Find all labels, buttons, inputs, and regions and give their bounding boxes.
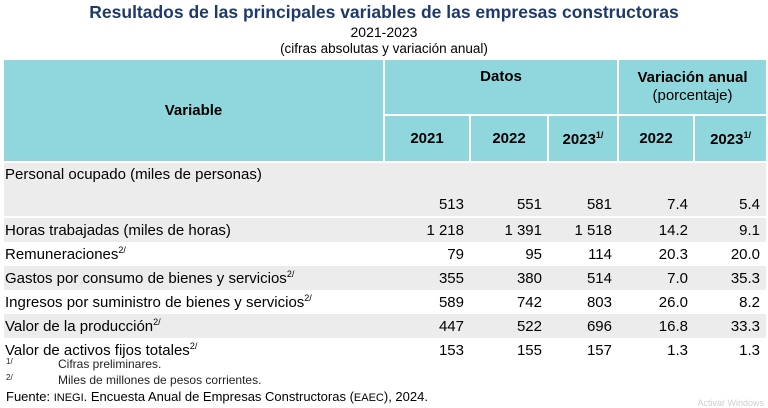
table-row: Remuneraciones2/79 95 114 20.3 20.0 bbox=[4, 242, 766, 266]
row-separator-cell bbox=[4, 216, 767, 218]
row-label: Remuneraciones2/ bbox=[5, 245, 126, 263]
header-var-2023: 20231/ bbox=[694, 115, 767, 163]
cell-var2022: 1.3 bbox=[667, 341, 688, 359]
cell-v2022: 380 bbox=[470, 266, 548, 290]
row-label: Horas trabajadas (miles de horas) bbox=[4, 218, 384, 242]
cell-v2023: 696 bbox=[548, 314, 618, 338]
cell-v2022: 155 bbox=[516, 341, 542, 359]
cell-var2023: 33.3 bbox=[694, 314, 767, 338]
cell-v2022: 1 391 bbox=[470, 218, 548, 242]
cell-var2023: 9.1 bbox=[694, 218, 767, 242]
table-row: Ingresos por suministro de bienes y serv… bbox=[4, 290, 766, 314]
cell-v2023: 803 bbox=[586, 293, 612, 311]
row-label: Personal ocupado (miles de personas) bbox=[4, 162, 384, 216]
header-porcentaje: (porcentaje) bbox=[652, 87, 733, 104]
cell-v2021: 355 bbox=[384, 266, 470, 290]
header-year-2021: 2021 bbox=[384, 115, 471, 163]
cell-v2023: 157 bbox=[586, 341, 612, 359]
cell-v2021: 79 bbox=[447, 245, 464, 263]
table-row: Valor de activos fijos totales2/153 155 15… bbox=[4, 338, 766, 362]
cell-var2023: 35.3 bbox=[694, 266, 767, 290]
table-row: Horas trabajadas (miles de horas) 1 218 1 … bbox=[4, 218, 767, 242]
cell-var2022: 16.8 bbox=[618, 314, 694, 338]
row-label: Gastos por consumo de bienes y servicios… bbox=[4, 266, 384, 290]
cell-v2022: 742 bbox=[516, 293, 542, 311]
source-note: Fuente: INEGI. Encuesta Anual de Empresa… bbox=[6, 389, 428, 404]
cell-v2023: 1 518 bbox=[548, 218, 618, 242]
table-subtitle: 2021-2023 bbox=[350, 24, 418, 40]
cell-v2022: 522 bbox=[470, 314, 548, 338]
results-table: Variable Datos Variación anual (porcenta… bbox=[4, 60, 767, 362]
header-variable: Variable bbox=[4, 60, 385, 163]
table-title: Resultados de las principales variables … bbox=[89, 2, 679, 22]
row-label: Ingresos por suministro de bienes y serv… bbox=[5, 293, 312, 311]
table-row: Gastos por consumo de bienes y servicios… bbox=[4, 266, 767, 290]
cell-var2023: 20.0 bbox=[730, 245, 761, 263]
header-var-2022: 2022 bbox=[618, 115, 695, 163]
cell-var2022: 7.0 bbox=[618, 266, 694, 290]
cell-var2022: 20.3 bbox=[658, 245, 688, 263]
cell-v2021: 153 bbox=[438, 341, 464, 359]
cell-var2023: 8.2 bbox=[739, 293, 761, 311]
cell-var2023: 1.3 bbox=[739, 341, 761, 359]
cell-v2023: 581 bbox=[548, 162, 618, 216]
cell-v2021: 1 218 bbox=[384, 218, 470, 242]
cell-v2023: 514 bbox=[548, 266, 618, 290]
cell-var2022: 7.4 bbox=[618, 162, 694, 216]
table-row: Personal ocupado (miles de personas) 513 5… bbox=[4, 162, 767, 216]
header-year-2023: 20231/ bbox=[548, 115, 619, 163]
table-row: Valor de la producción2/447 522 696 16.8 33.… bbox=[4, 314, 767, 338]
cell-v2021: 447 bbox=[384, 314, 470, 338]
header-datos: Datos bbox=[384, 60, 619, 116]
cell-v2022: 551 bbox=[470, 162, 548, 216]
header-variacion-title: Variación anual bbox=[637, 69, 748, 86]
cell-v2021: 513 bbox=[384, 162, 470, 216]
row-label: Valor de la producción2/ bbox=[4, 314, 384, 338]
footnote-2: 2/Miles de millones de pesos corrientes. bbox=[6, 373, 262, 387]
cell-var2022: 14.2 bbox=[618, 218, 694, 242]
row-separator bbox=[4, 216, 767, 218]
cell-v2023: 114 bbox=[588, 245, 612, 263]
cell-var2023: 5.4 bbox=[694, 162, 767, 216]
header-year-2022: 2022 bbox=[470, 115, 549, 163]
windows-watermark: Activar Windows bbox=[697, 398, 764, 408]
header-variacion: Variación anual (porcentaje) bbox=[618, 60, 767, 116]
table-note: (cifras absolutas y variación anual) bbox=[280, 41, 488, 56]
row-label: Valor de activos fijos totales2/ bbox=[5, 341, 198, 359]
cell-v2021: 589 bbox=[438, 293, 464, 311]
cell-v2022: 95 bbox=[525, 245, 542, 263]
cell-var2022: 26.0 bbox=[658, 293, 688, 311]
footnote-1: 1/Cifras preliminares. bbox=[6, 357, 162, 371]
